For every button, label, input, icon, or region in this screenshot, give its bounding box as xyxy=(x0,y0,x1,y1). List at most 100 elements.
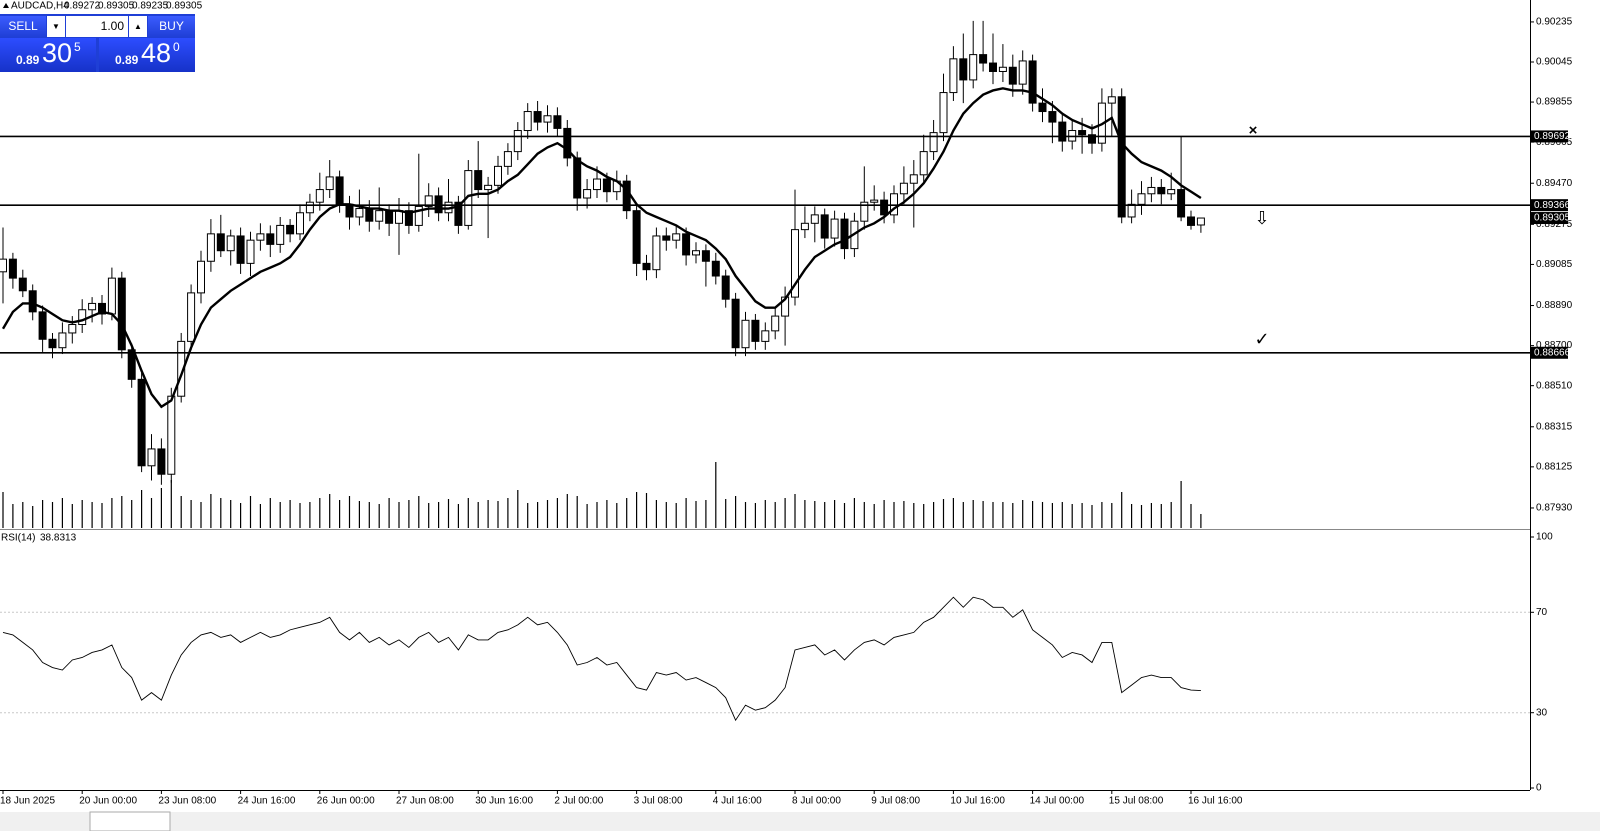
bid-box[interactable]: 0.89 30 5 xyxy=(0,38,96,72)
candle-body xyxy=(197,260,205,294)
volume-bar xyxy=(368,502,370,528)
candle-body xyxy=(1078,130,1087,136)
volume-bar xyxy=(220,498,222,528)
x-tick-label: 9 Jul 08:00 xyxy=(871,796,920,807)
volume-bar xyxy=(556,498,558,528)
candle-body xyxy=(533,111,542,123)
x-tick-label: 27 Jun 08:00 xyxy=(396,796,454,807)
candle-body xyxy=(147,448,156,467)
volume-bar xyxy=(51,502,54,528)
candle-body xyxy=(1177,189,1186,218)
sell-button[interactable]: SELL xyxy=(0,16,46,37)
candle-body xyxy=(1196,217,1205,226)
level-label-box xyxy=(1531,346,1568,359)
candle-body xyxy=(325,176,334,191)
candle-body xyxy=(909,174,918,184)
candle-body xyxy=(38,311,47,340)
volume-bar xyxy=(309,502,311,528)
candle-body xyxy=(741,319,750,349)
volume-bar xyxy=(1032,501,1034,528)
volume-bar xyxy=(131,500,133,528)
volume-bar xyxy=(675,503,677,528)
candle-body xyxy=(622,180,631,212)
ohlc-value: 0.89272 xyxy=(64,1,101,12)
volume-bar xyxy=(1022,500,1024,528)
candle-body xyxy=(18,277,27,292)
volume-bar xyxy=(893,502,895,528)
candle-body xyxy=(1018,60,1027,85)
ohlc-value: 0.89235 xyxy=(132,1,169,12)
volume-bar xyxy=(2,492,4,528)
candle-body xyxy=(187,292,196,342)
volume-bar xyxy=(883,500,885,528)
candle-body xyxy=(434,195,443,214)
volume-bar xyxy=(1160,504,1162,528)
rsi-line xyxy=(2,596,1201,722)
candle-body xyxy=(0,258,7,273)
candle-body xyxy=(632,210,641,264)
candle-body xyxy=(276,224,285,245)
volume-bar xyxy=(923,504,925,528)
tab[interactable] xyxy=(89,811,171,831)
buy-button[interactable]: BUY xyxy=(148,16,195,37)
candle-body xyxy=(1117,96,1126,218)
volume-bar xyxy=(824,502,826,528)
candle-body xyxy=(860,201,869,222)
chart-title: AUDCAD,H4 xyxy=(11,1,69,12)
lot-down[interactable]: ▼ xyxy=(47,16,65,37)
volume-bar xyxy=(636,492,638,528)
volume-bar xyxy=(695,501,697,528)
volume-bar xyxy=(863,502,865,528)
volume-bar xyxy=(586,504,588,528)
volume-bar xyxy=(358,501,360,528)
candle-body xyxy=(593,178,601,191)
candle-body xyxy=(870,199,879,203)
volume-bar xyxy=(1091,505,1093,528)
x-tick-label: 30 Jun 16:00 xyxy=(475,796,533,807)
candle-body xyxy=(721,275,730,300)
volume-bar xyxy=(141,490,143,528)
moving-average xyxy=(1,87,1202,409)
candle-body xyxy=(157,448,166,475)
volume-bar xyxy=(438,502,440,528)
volume-bar xyxy=(626,498,628,528)
volume-bar xyxy=(210,494,212,528)
candle-body xyxy=(959,58,968,81)
volume-bar xyxy=(1190,504,1192,528)
x-tick-label: 20 Jun 00:00 xyxy=(79,796,137,807)
candle-body xyxy=(771,315,780,332)
candle-body xyxy=(820,214,829,239)
candle-body xyxy=(899,182,908,195)
trade-panel: SELL ▼ 1.00 ▲ BUY 0.89 30 5 0.89 48 0 xyxy=(0,14,195,72)
volume-bar xyxy=(764,500,766,528)
x-tick-label: 15 Jul 08:00 xyxy=(1109,796,1164,807)
x-tick-label: 18 Jun 2025 xyxy=(0,796,55,807)
volume-bar xyxy=(1180,481,1182,528)
volume-bar xyxy=(834,500,836,528)
x-tick-label: 2 Jul 00:00 xyxy=(554,796,603,807)
volume-bar xyxy=(537,502,539,528)
candle-body xyxy=(68,324,77,334)
candle-body xyxy=(216,233,225,252)
candle-body xyxy=(761,330,770,342)
candle-body xyxy=(583,189,592,199)
volume-bar xyxy=(962,502,964,528)
candle-body xyxy=(1107,96,1116,104)
candle-body xyxy=(127,349,136,380)
volume-bar xyxy=(447,499,450,528)
volume-bar xyxy=(1071,504,1073,528)
candle-body xyxy=(236,235,245,264)
lot-up[interactable]: ▲ xyxy=(129,16,147,37)
volume-bar xyxy=(418,496,420,528)
lot-input[interactable]: 1.00 xyxy=(66,16,128,37)
ask-box[interactable]: 0.89 48 0 xyxy=(99,38,195,72)
cross-marker: × xyxy=(1249,122,1258,139)
volume-bar xyxy=(952,498,954,528)
volume-bar xyxy=(299,503,301,528)
volume-bar xyxy=(1101,502,1103,528)
candle-body xyxy=(1028,60,1037,104)
volume-bar xyxy=(794,494,796,528)
candle-body xyxy=(949,58,958,94)
